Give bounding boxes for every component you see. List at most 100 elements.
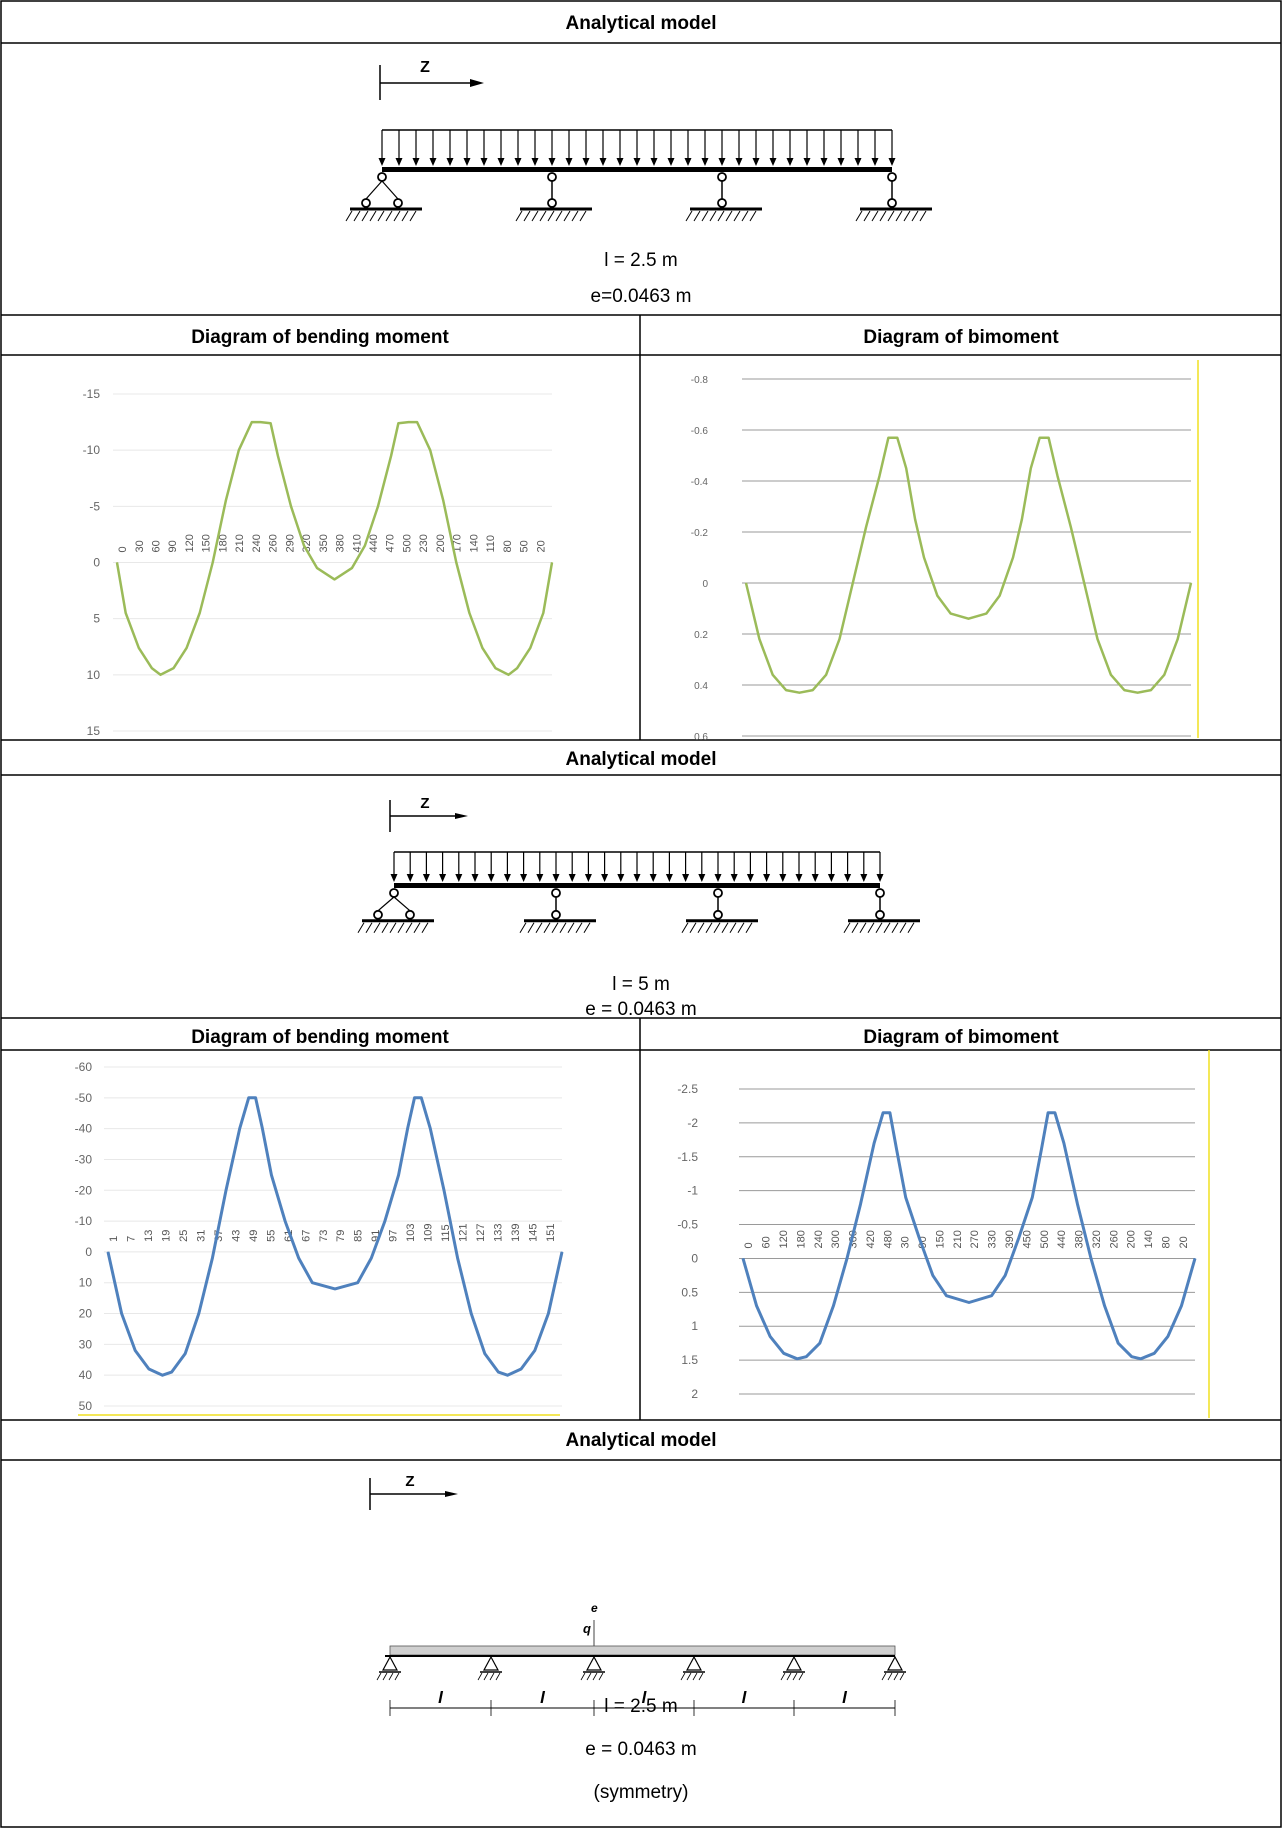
y-tick-label: 10 — [87, 668, 101, 682]
load-arrowhead — [650, 158, 658, 166]
x-tick-label: 150 — [201, 534, 213, 552]
x-tick-label: 210 — [952, 1230, 964, 1248]
beam-3-supports — [376, 1655, 906, 1716]
y-tick-label: -20 — [75, 1183, 93, 1197]
data-point — [547, 1313, 549, 1315]
x-tick-label: 1 — [108, 1236, 120, 1242]
data-point — [889, 1112, 891, 1114]
load-arrowhead — [779, 874, 787, 882]
x-tick-label: 440 — [368, 534, 380, 552]
x-tick-label: 410 — [351, 534, 363, 552]
load-arrowhead — [820, 158, 828, 166]
data-point — [1076, 1203, 1078, 1205]
beam — [394, 883, 880, 888]
data-point — [186, 647, 188, 649]
data-point — [805, 1356, 807, 1358]
data-point — [1048, 437, 1050, 439]
load-arrowhead — [395, 158, 403, 166]
load-arrowhead — [520, 874, 528, 882]
data-point — [520, 1368, 522, 1370]
data-point — [151, 667, 153, 669]
load-arrowhead — [718, 158, 726, 166]
load-arrowhead — [665, 874, 673, 882]
x-tick-label: 73 — [318, 1230, 330, 1242]
load-arrowhead — [769, 158, 777, 166]
x-tick-label: 7 — [126, 1236, 138, 1242]
data-point — [825, 674, 827, 676]
load-arrowhead — [803, 158, 811, 166]
y-tick-label: -15 — [83, 387, 101, 401]
data-point — [484, 1353, 486, 1355]
data-point — [261, 1128, 263, 1130]
data-point — [887, 437, 889, 439]
data-point — [470, 1313, 472, 1315]
distributed-load-strip — [389, 1645, 896, 1656]
x-tick-label: 30 — [134, 540, 146, 552]
data-point — [758, 638, 760, 640]
data-point — [742, 1257, 744, 1259]
data-point — [896, 1149, 898, 1151]
load-arrowhead — [735, 158, 743, 166]
data-point — [413, 1097, 415, 1099]
data-point — [211, 1257, 213, 1259]
y-tick-label: -2 — [687, 1116, 698, 1130]
data-point — [756, 1305, 758, 1307]
load-arrowhead — [667, 158, 675, 166]
x-tick-label: 127 — [475, 1224, 487, 1242]
data-point — [1040, 1149, 1042, 1151]
support — [515, 172, 592, 222]
x-tick-label: 43 — [230, 1230, 242, 1242]
x-tick-label: 200 — [435, 534, 447, 552]
data-point — [1083, 582, 1085, 584]
x-tick-label: 31 — [196, 1230, 208, 1242]
section-3-param-symmetry: (symmetry) — [594, 1782, 689, 1803]
y-tick-label: 5 — [93, 612, 100, 626]
data-point — [1039, 437, 1041, 439]
data-point — [1012, 557, 1014, 558]
x-tick-label: 120 — [184, 534, 196, 552]
data-point — [270, 1174, 272, 1176]
load-arrowhead — [811, 874, 819, 882]
data-point — [1054, 1112, 1056, 1114]
data-point — [429, 1128, 431, 1130]
load-arrowhead — [601, 874, 609, 882]
data-point — [785, 689, 787, 691]
data-point — [407, 1128, 409, 1130]
data-point — [923, 557, 925, 558]
data-point — [968, 618, 969, 620]
x-tick-label: 300 — [830, 1230, 842, 1248]
data-point — [160, 674, 161, 676]
data-point — [798, 692, 800, 694]
span-label: l — [842, 1688, 848, 1707]
data-point — [443, 1189, 445, 1191]
data-point — [351, 567, 353, 569]
data-point — [1163, 674, 1165, 676]
data-point — [905, 1196, 907, 1198]
data-point — [184, 1353, 186, 1355]
data-series-line — [744, 436, 1193, 694]
load-arrowhead — [552, 874, 560, 882]
bimoment-chart-1: -0.8 -0.6 -0.4 -0.2 0 0.2 0.4 0.6 — [691, 375, 1193, 743]
z-label-3: Z — [405, 1473, 414, 1490]
x-tick-label: 49 — [248, 1230, 260, 1242]
section-1-title: Analytical model — [566, 13, 717, 34]
y-tick-label: -0.2 — [691, 528, 709, 539]
data-point — [865, 526, 867, 528]
data-point — [277, 455, 279, 457]
data-point — [945, 1295, 947, 1297]
y-tick-label: -0.6 — [691, 426, 709, 437]
data-point — [852, 582, 854, 584]
load-arrowhead — [682, 874, 690, 882]
data-point — [334, 1288, 336, 1290]
load-arrowhead — [746, 874, 754, 882]
y-tick-label: 1.5 — [681, 1353, 698, 1367]
data-point — [1177, 638, 1179, 640]
y-tick-label: -0.8 — [691, 375, 709, 386]
load-arrowhead — [503, 874, 511, 882]
x-tick-label: 260 — [1108, 1230, 1120, 1248]
y-tick-label: 0.6 — [694, 732, 708, 743]
load-arrowhead — [752, 158, 760, 166]
data-point — [107, 1251, 109, 1253]
data-point — [860, 1203, 862, 1205]
load-arrowhead — [429, 158, 437, 166]
